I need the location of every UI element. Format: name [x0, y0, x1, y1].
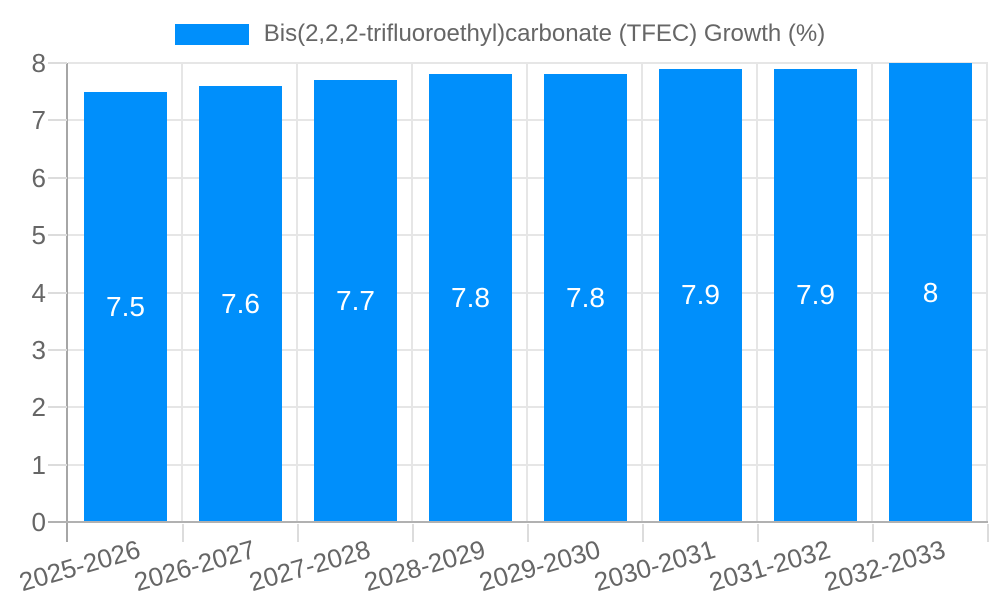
h-gridline: [68, 406, 988, 409]
x-axis-label: 2032-2033: [820, 534, 949, 598]
y-axis-label: 5: [31, 220, 46, 251]
y-tick: [48, 348, 67, 351]
v-gridline: [871, 63, 873, 522]
y-axis-label: 8: [31, 48, 46, 78]
x-axis-label: 2028-2029: [360, 534, 489, 598]
h-gridline: [68, 234, 988, 237]
h-gridline: [68, 119, 988, 122]
v-gridline: [756, 63, 758, 522]
bar-value-label: 7.8: [566, 282, 605, 314]
v-gridline: [526, 63, 528, 522]
h-gridline: [68, 62, 988, 64]
x-tick: [297, 524, 299, 542]
bar-value-label: 7.5: [106, 290, 145, 322]
x-axis-label: 2025-2026: [15, 534, 144, 598]
v-gridline: [986, 63, 988, 522]
y-axis-label: 3: [31, 334, 46, 365]
bar-value-label: 7.8: [451, 282, 490, 314]
y-axis-line: [66, 63, 68, 542]
h-gridline: [68, 348, 988, 351]
x-axis-line: [48, 521, 988, 523]
v-gridline: [296, 63, 298, 522]
y-axis-label: 1: [31, 449, 46, 480]
x-tick: [527, 524, 529, 542]
x-tick: [412, 524, 414, 542]
bar[interactable]: [659, 68, 742, 522]
y-axis-label: 4: [31, 277, 46, 308]
bar[interactable]: [889, 63, 972, 522]
bar[interactable]: [544, 74, 627, 522]
x-tick: [182, 524, 184, 542]
h-gridline: [68, 176, 988, 179]
bar-value-label: 7.9: [796, 279, 835, 311]
x-tick: [872, 524, 874, 542]
y-axis-label: 7: [31, 105, 46, 136]
bar[interactable]: [314, 80, 397, 522]
v-gridline: [181, 63, 183, 522]
y-tick: [48, 463, 67, 466]
y-axis-label: 2: [31, 392, 46, 423]
y-tick: [48, 234, 67, 237]
y-tick: [48, 119, 67, 122]
y-tick: [48, 176, 67, 179]
bar[interactable]: [84, 91, 167, 522]
v-gridline: [641, 63, 643, 522]
bar-value-label: 7.6: [221, 287, 260, 319]
x-axis-label: 2029-2030: [475, 534, 604, 598]
bar-value-label: 7.9: [681, 279, 720, 311]
bar-value-label: 8: [922, 276, 939, 308]
bar[interactable]: [429, 74, 512, 522]
y-axis-label: 0: [31, 507, 46, 537]
h-gridline: [68, 291, 988, 294]
x-axis-label: 2027-2028: [245, 534, 374, 598]
v-gridline: [411, 63, 413, 522]
legend-label: Bis(2,2,2-trifluoroethyl)carbonate (TFEC…: [263, 20, 826, 47]
y-tick: [48, 406, 67, 409]
x-tick: [987, 524, 989, 542]
legend-swatch-icon: [174, 23, 249, 45]
x-tick: [642, 524, 644, 542]
x-axis-label: 2031-2032: [705, 534, 834, 598]
legend-item[interactable]: Bis(2,2,2-trifluoroethyl)carbonate (TFEC…: [174, 20, 826, 48]
bar[interactable]: [199, 85, 282, 522]
x-axis-label: 2030-2031: [590, 534, 719, 598]
legend: Bis(2,2,2-trifluoroethyl)carbonate (TFEC…: [0, 20, 1000, 48]
h-gridline: [68, 463, 988, 466]
plot-area: 7.5 7.6 7.7 7.8 7.8 7.9 7.9 8: [68, 62, 988, 522]
bar-value-label: 7.7: [336, 285, 375, 317]
x-tick: [757, 524, 759, 542]
y-axis-label: 6: [31, 162, 46, 193]
y-tick: [48, 291, 67, 294]
bar[interactable]: [774, 68, 857, 522]
y-tick: [48, 62, 67, 64]
x-axis-label: 2026-2027: [130, 534, 259, 598]
